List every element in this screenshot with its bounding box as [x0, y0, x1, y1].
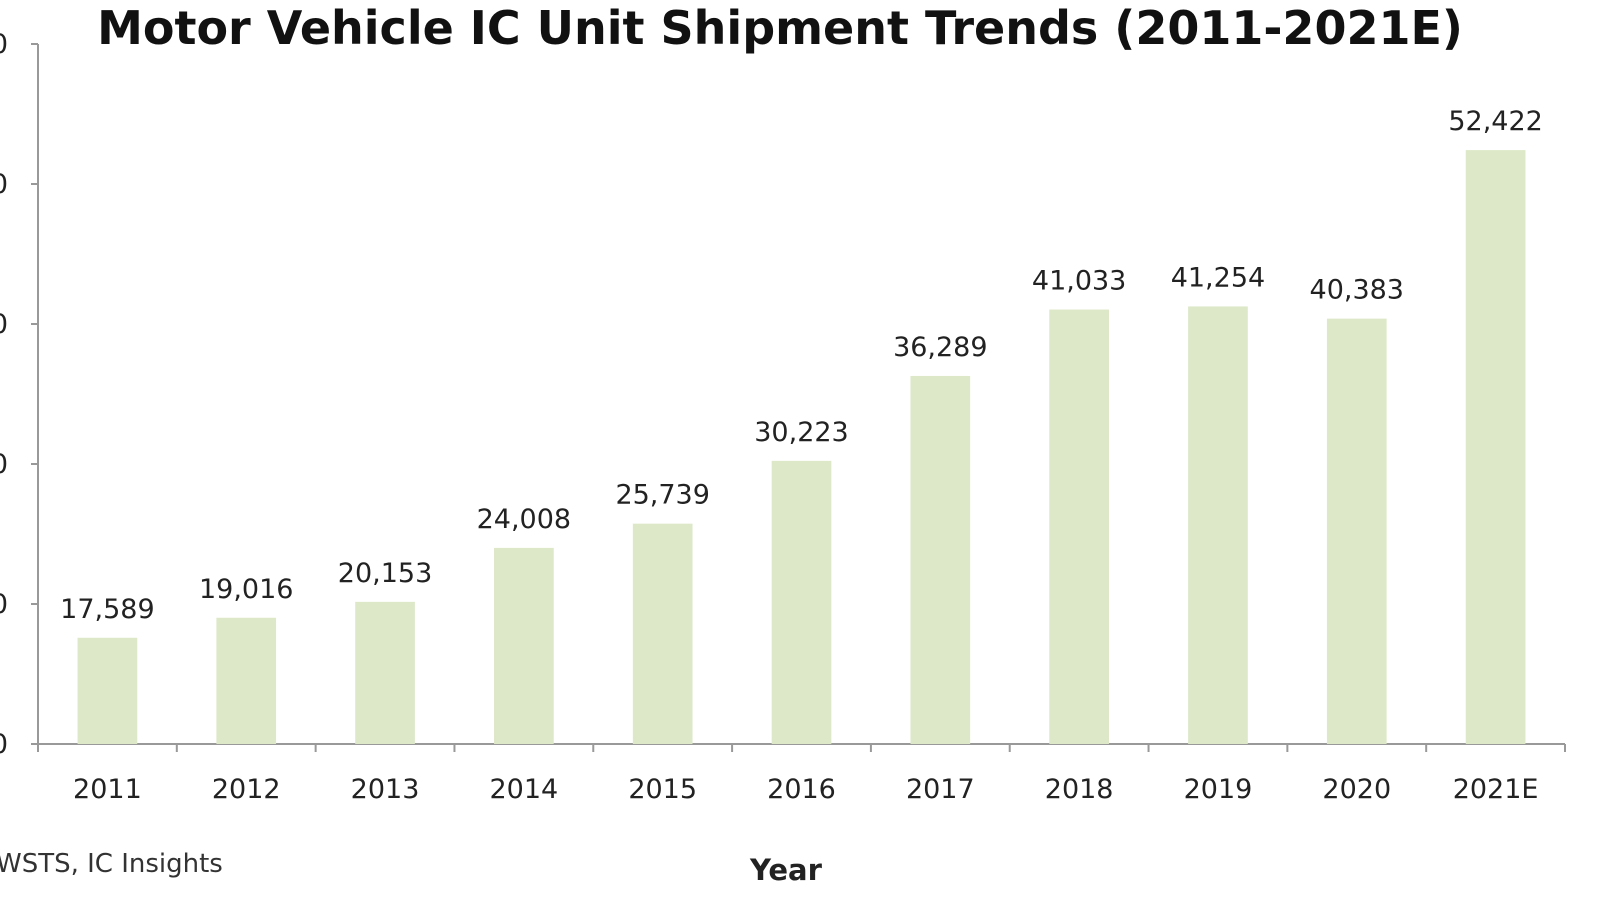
x-tick-label: 2018: [1045, 774, 1114, 805]
y-tick-label: 0: [0, 729, 8, 760]
y-tick-label: 0: [0, 589, 8, 620]
x-tick-label: 2011: [73, 774, 142, 805]
data-label: 52,422: [1448, 106, 1542, 137]
bar: [910, 375, 971, 744]
source-note: WSTS, IC Insights: [0, 849, 223, 879]
bar: [1465, 150, 1526, 745]
bar: [494, 547, 554, 744]
data-label: 17,589: [60, 594, 154, 625]
x-tick-label: 2016: [767, 774, 836, 805]
x-tick-label: 2017: [906, 774, 975, 805]
bar: [77, 637, 138, 744]
x-tick-label: 2019: [1184, 774, 1253, 805]
bar: [632, 523, 693, 744]
bar: [771, 460, 832, 744]
data-label: 19,016: [199, 574, 293, 605]
x-tick-label: 2021E: [1453, 774, 1539, 805]
y-axis: 0 0 0 0 0 0: [0, 29, 39, 760]
x-axis: 2011 2012 2013 2014 2015 2016 2017 2018 2019 2020…: [37, 743, 1566, 805]
y-tick-label: 0: [0, 169, 8, 200]
y-tick-label: 0: [0, 309, 8, 340]
data-label: 30,223: [754, 417, 848, 448]
x-tick-label: 2013: [351, 774, 420, 805]
data-label: 41,254: [1171, 262, 1265, 293]
bar: [1049, 309, 1109, 744]
data-label: 25,739: [615, 480, 709, 511]
bar: [1326, 318, 1387, 744]
bars: [77, 150, 1526, 745]
data-label: 41,033: [1032, 266, 1126, 297]
y-tick-label: 0: [0, 449, 8, 480]
data-label: 24,008: [477, 504, 571, 535]
x-tick-label: 2015: [628, 774, 697, 805]
data-label: 20,153: [338, 558, 432, 589]
bar: [216, 617, 277, 744]
y-tick-label: 0: [0, 29, 8, 60]
bar: [1188, 306, 1248, 744]
data-label: 40,383: [1310, 275, 1404, 306]
x-tick-label: 2020: [1322, 774, 1391, 805]
data-label: 36,289: [893, 332, 987, 363]
data-labels: 17,589 19,016 20,153 24,008 25,739 30,223 36,2…: [60, 106, 1543, 625]
chart-title: Motor Vehicle IC Unit Shipment Trends (2…: [97, 1, 1463, 55]
x-tick-label: 2014: [490, 774, 559, 805]
bar: [355, 601, 415, 744]
x-axis-label: Year: [749, 853, 823, 887]
x-tick-label: 2012: [212, 774, 281, 805]
